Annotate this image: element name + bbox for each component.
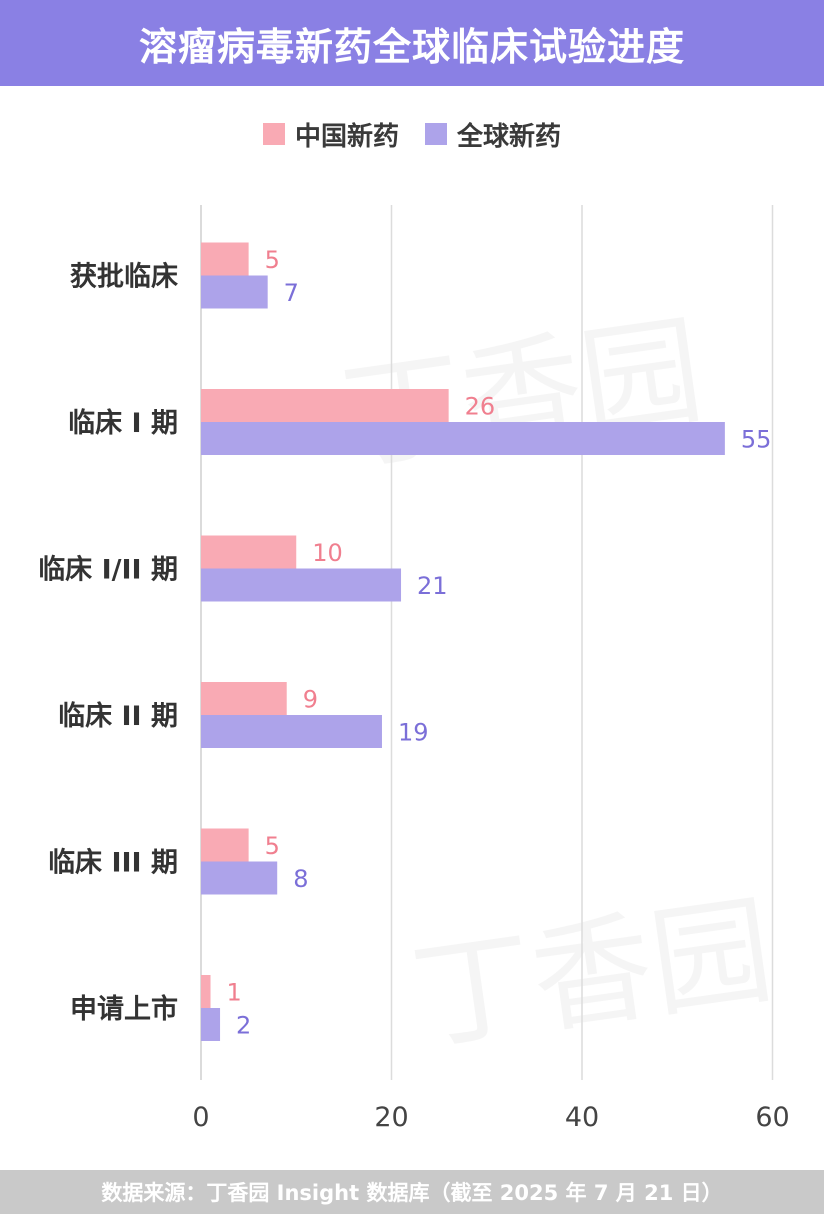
x-tick-label-20: 20 — [374, 1102, 408, 1133]
value-label-china: 5 — [265, 246, 280, 274]
category-label: 申请上市 — [70, 993, 178, 1025]
legend-swatch-global — [425, 123, 447, 145]
bar-global — [201, 275, 268, 309]
legend-item-global: 全球新药 — [425, 116, 561, 153]
bar-china — [201, 389, 449, 422]
value-label-china: 10 — [312, 539, 343, 567]
title-bar: 溶瘤病毒新药全球临床试验进度 — [0, 0, 824, 86]
x-tick-label-60: 60 — [755, 1102, 789, 1133]
bar-global — [201, 568, 402, 602]
source-note: 数据来源：丁香园 Insight 数据库（截至 2025 年 7 月 21 日） — [101, 1181, 723, 1205]
legend-label-global: 全球新药 — [457, 121, 562, 152]
bar-china — [201, 535, 297, 569]
legend-item-china: 中国新药 — [262, 116, 399, 153]
bar-china — [201, 682, 287, 715]
footer: 数据来源：丁香园 Insight 数据库（截至 2025 年 7 月 21 日） — [0, 1170, 824, 1214]
category-label: 获批临床 — [70, 261, 178, 293]
value-label-china: 1 — [227, 979, 242, 1007]
value-label-china: 5 — [265, 832, 280, 860]
category-label: 临床 III 期 — [48, 847, 178, 879]
legend: 中国新药 全球新药 — [0, 112, 824, 156]
bar-global — [201, 422, 725, 455]
watermark-bottom: 丁香园 — [405, 881, 781, 1069]
chart-title: 溶瘤病毒新药全球临床试验进度 — [138, 24, 685, 69]
bar-china — [201, 828, 249, 862]
value-label-global: 19 — [398, 719, 429, 747]
legend-label-china: 中国新药 — [294, 121, 399, 152]
value-label-china: 26 — [465, 393, 496, 421]
category-label: 临床 II 期 — [58, 700, 178, 732]
value-label-global: 8 — [293, 865, 308, 893]
bar-global — [201, 861, 278, 895]
bar-china — [201, 242, 249, 276]
value-label-global: 2 — [236, 1012, 251, 1040]
legend-swatch-china — [262, 123, 285, 145]
x-tick-label-40: 40 — [565, 1102, 599, 1133]
value-label-global: 21 — [417, 572, 448, 600]
category-label: 临床 I/II 期 — [38, 554, 178, 586]
value-label-global: 55 — [741, 426, 772, 454]
bar-global — [201, 715, 382, 748]
value-label-global: 7 — [284, 279, 299, 307]
x-tick-label-0: 0 — [192, 1102, 209, 1133]
category-label: 临床 I 期 — [68, 407, 178, 439]
value-label-china: 9 — [303, 686, 318, 714]
bar-china — [201, 975, 211, 1008]
bar-global — [201, 1008, 221, 1041]
